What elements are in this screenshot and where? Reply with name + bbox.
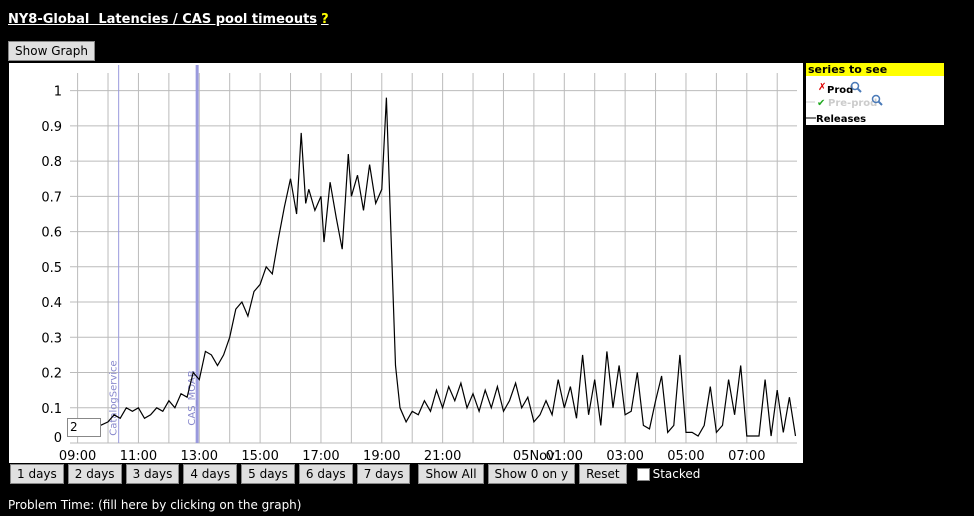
zoom-icon: [850, 81, 860, 91]
x-tick-label: 21:00: [424, 449, 461, 464]
x-tick-label: 09:00: [59, 449, 96, 464]
y-tick-label: 0.9: [41, 120, 62, 135]
chart-background: [9, 63, 803, 463]
y-tick-label: 0.1: [41, 402, 62, 417]
page-title[interactable]: NY8-Global Latencies / CAS pool timeouts…: [8, 12, 329, 27]
x-tick-label: 13:00: [181, 449, 218, 464]
range-button[interactable]: 5 days: [241, 464, 295, 484]
zoom-handle: [877, 100, 883, 106]
y-tick-label: 0.4: [41, 296, 62, 311]
legend-entry: Releases: [816, 114, 866, 125]
x-tick-label: 03:00: [606, 449, 643, 464]
range-button[interactable]: 6 days: [298, 464, 353, 484]
range-button[interactable]: Show All: [418, 464, 484, 484]
y-tick-label: 0.8: [41, 155, 62, 170]
legend-remove: ✗: [818, 82, 826, 93]
y-tick-label: 0.6: [41, 226, 62, 241]
legend-entry: Pre-prod: [828, 98, 877, 109]
x-tick-label: 07:00: [728, 449, 765, 464]
x-tick-label: 05:00: [667, 449, 704, 464]
x-tick-label: 19:00: [363, 449, 400, 464]
range-button[interactable]: 4 days: [183, 464, 238, 484]
series-line: [100, 97, 797, 437]
range-button[interactable]: 1 days: [10, 464, 64, 484]
x-tick-label: 11:00: [120, 449, 157, 464]
x-tick-label: 17:00: [302, 449, 339, 464]
y-tick-label: 1: [54, 85, 62, 100]
range-button[interactable]: 2 days: [67, 464, 122, 484]
legend-header: [806, 63, 944, 76]
x-tick-label: 15:00: [241, 449, 278, 464]
x-tick-label: 05Nov: [513, 449, 555, 464]
title-text: NY8-Global Latencies / CAS pool timeouts: [8, 12, 318, 27]
legend-check: ✔: [817, 98, 825, 109]
y-tick-label: 0.5: [41, 261, 62, 276]
zoom-handle: [856, 87, 862, 93]
y-tick-label: 0.7: [41, 190, 62, 205]
legend-entry: Prod: [827, 85, 853, 96]
range-button[interactable]: Reset: [579, 464, 627, 484]
legend-title: series to see: [808, 63, 887, 76]
range-button[interactable]: Show 0 on y: [487, 464, 576, 484]
range-input[interactable]: 2: [67, 418, 101, 437]
y-tick-label: 0.2: [41, 367, 62, 382]
range-button[interactable]: 3 days: [125, 464, 180, 484]
button-row: 1 days 2 days 3 days 4 days 5 days 6 days 7 da…: [10, 464, 700, 484]
x-tick-label: 01:00: [546, 449, 583, 464]
release-label: CAS_MOAB: [187, 370, 198, 425]
problem-time: Problem Time: (fill here by clicking on …: [8, 498, 302, 512]
stacked-checkbox[interactable]: [636, 467, 650, 481]
zoom-icon: [871, 94, 881, 104]
range-button[interactable]: 7 days: [356, 464, 411, 484]
y-tick-label: 0: [54, 431, 62, 446]
y-tick-label: 0.3: [41, 331, 62, 346]
release-label: CatalogService: [109, 360, 120, 435]
help-link[interactable]: ?: [321, 12, 329, 27]
show-graph-button[interactable]: Show Graph: [8, 41, 96, 61]
stacked-label: Stacked: [652, 467, 701, 481]
